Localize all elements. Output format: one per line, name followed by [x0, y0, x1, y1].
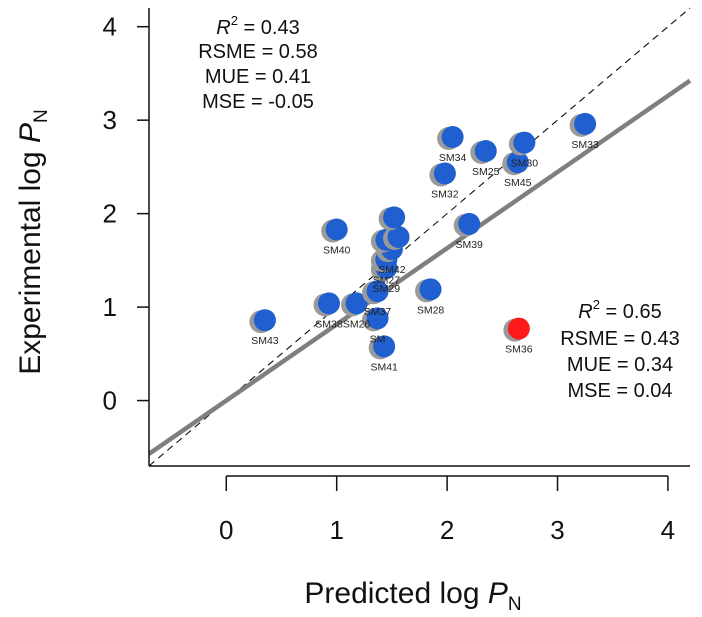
data-point [345, 292, 368, 315]
data-point [383, 206, 406, 229]
point-label: SM38 [315, 318, 343, 330]
point-label: SM30 [511, 158, 539, 170]
y-tick-label: 2 [103, 199, 117, 229]
data-point [387, 226, 410, 248]
point-label: SM27 [373, 274, 401, 286]
data-point [373, 335, 396, 358]
y-tick-label: 0 [103, 386, 117, 416]
point-label: SM32 [431, 188, 459, 200]
point-label: SM29 [373, 283, 401, 295]
regression-line [147, 78, 692, 456]
point-label: SM40 [323, 245, 351, 257]
point-label: SM36 [505, 344, 533, 356]
x-tick-label: 4 [661, 515, 675, 545]
x-tick-label: 3 [550, 515, 564, 545]
data-point [366, 280, 389, 303]
identity-line [148, 7, 691, 467]
data-point [325, 218, 348, 241]
point-label: SM42 [378, 264, 406, 276]
stats-all-mue: MUE = 0.41 [205, 66, 311, 88]
lines-layer [147, 7, 692, 467]
stats-outlier-rsme: RSME = 0.43 [560, 328, 680, 350]
point-label: SM34 [439, 152, 467, 164]
stats-all-r2: R2 = 0.43 [216, 13, 299, 39]
data-point [458, 212, 481, 235]
data-point [506, 151, 529, 174]
data-point [253, 309, 276, 332]
stats-outlier: R2 = 0.65 RSME = 0.43 MUE = 0.34 MSE = 0… [560, 297, 680, 402]
x-axis-title: Predicted log PN [304, 577, 521, 612]
point-label: SM45 [504, 177, 532, 189]
stats-all-rsme: RSME = 0.58 [198, 41, 318, 63]
stats-all-mse: MSE = -0.05 [202, 91, 314, 113]
point-label: SM26 [343, 318, 371, 330]
data-point [433, 162, 456, 185]
point-label: SM25 [472, 166, 500, 178]
data-point [474, 140, 497, 163]
x-tick-label: 0 [219, 515, 233, 545]
stats-outlier-mue: MUE = 0.34 [567, 354, 673, 376]
data-point [366, 307, 389, 330]
y-tick-label: 3 [103, 105, 117, 135]
stats-all: R2 = 0.43 RSME = 0.58 MUE = 0.41 MSE = -… [198, 13, 318, 113]
data-point [574, 112, 597, 135]
x-tick-label: 2 [440, 515, 454, 545]
outlier-point [507, 317, 530, 340]
point-label: SM37 [364, 306, 392, 318]
data-point [419, 278, 442, 301]
y-axis-title: Experimental log PN [14, 109, 52, 375]
point-label: SM33 [571, 139, 599, 151]
point-label: SM41 [370, 361, 398, 373]
point-label: SM28 [417, 304, 445, 316]
point-label: SM [370, 333, 386, 345]
y-tick-label: 1 [103, 292, 117, 322]
data-point [317, 292, 340, 315]
y-tick-label: 4 [103, 12, 117, 42]
data-point [441, 125, 464, 148]
data-point [513, 131, 536, 154]
stats-outlier-mse: MSE = 0.04 [567, 380, 672, 402]
stats-outlier-r2: R2 = 0.65 [578, 297, 661, 323]
axes-layer: 0 1 2 3 4 0 1 2 3 4 [103, 8, 690, 545]
x-tick-label: 1 [329, 515, 343, 545]
point-label: SM39 [455, 239, 483, 251]
point-label: SM43 [251, 335, 279, 347]
